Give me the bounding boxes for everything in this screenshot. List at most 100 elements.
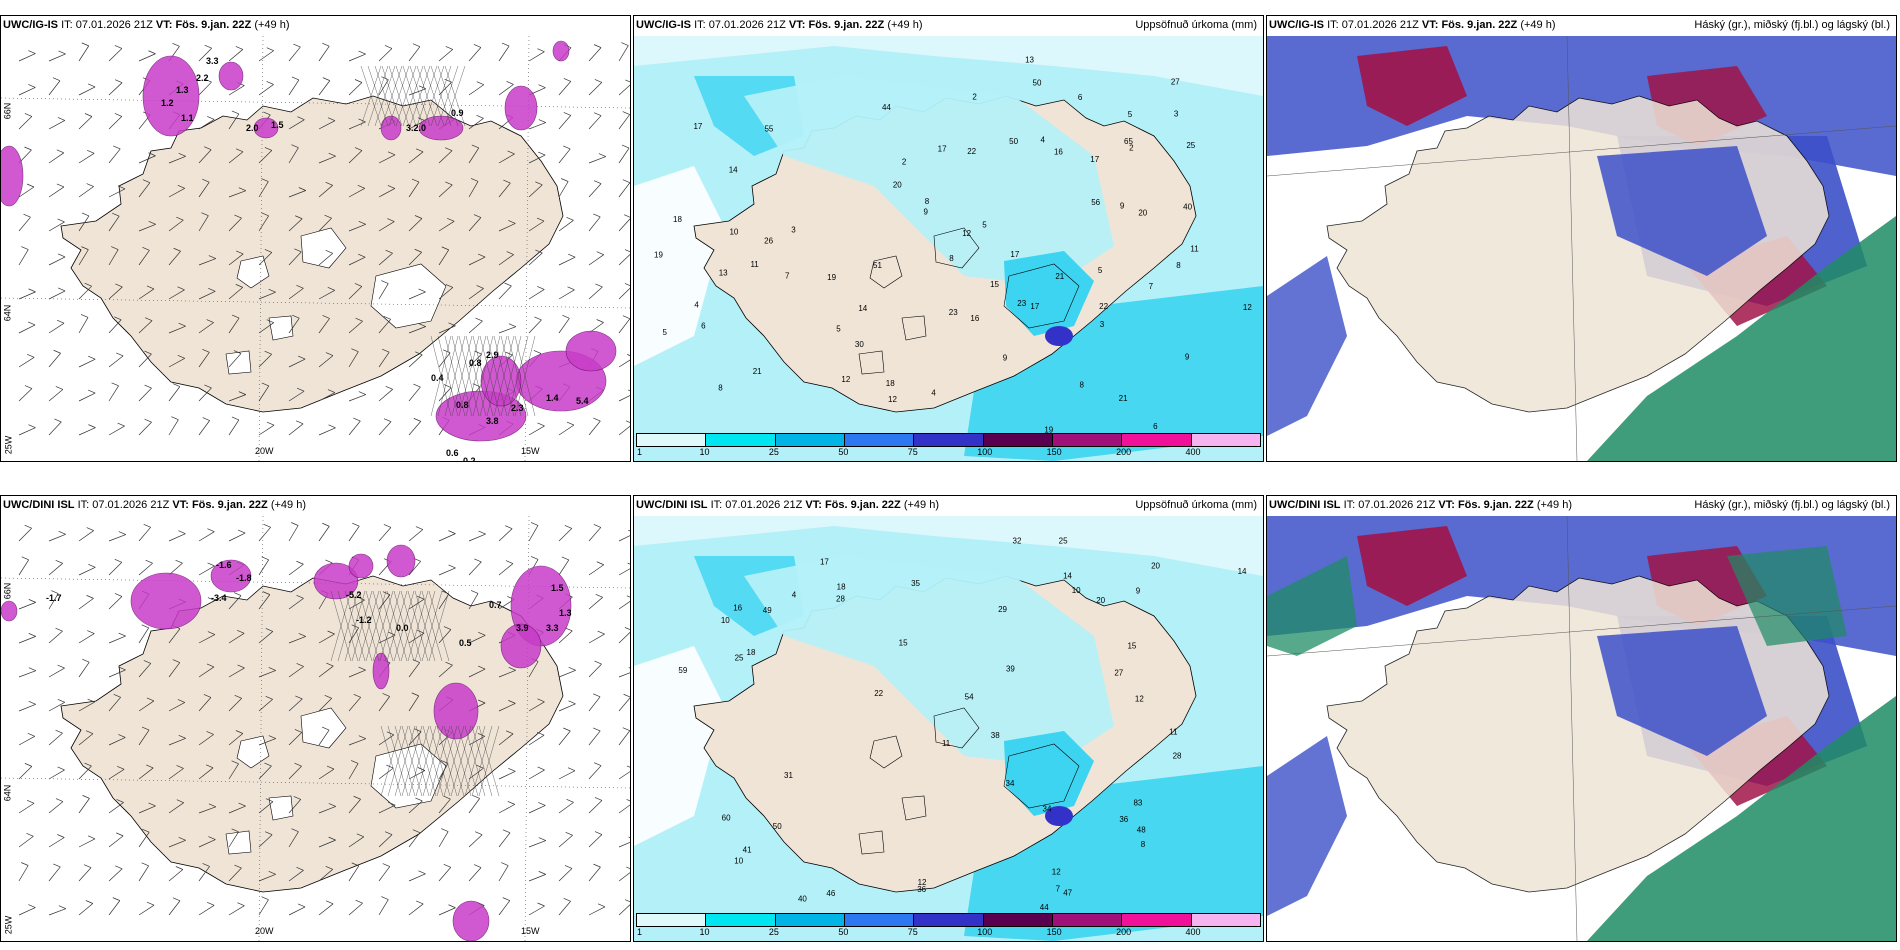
panel-title: Háský (gr.), miðský (fj.bl.) og lágský (… (1694, 19, 1890, 31)
latitude-label: 64N (2, 304, 13, 322)
wind-barb (408, 526, 424, 542)
wind-barb (438, 218, 455, 232)
map-clouds[interactable] (1267, 516, 1896, 941)
map-temp-wind[interactable]: -1.7 -1.6 -3.4 -1.8 -5.2 -1.2 3.3 0.7 0.5 0.0 1.5 3… (1, 516, 630, 941)
precip-amount-label: 5 (1098, 266, 1103, 275)
wind-barb (588, 693, 601, 712)
legend-swatch (637, 434, 707, 446)
wind-barb (258, 319, 274, 334)
wind-barb (138, 862, 149, 882)
wind-barb (168, 185, 185, 198)
map-precip[interactable]: 6 11 23 17 9 14 21 19 17 17 16 21 30 44 17 6 5 12 18 8 27 22 9… (634, 36, 1263, 461)
precip-amount-label: 18 (673, 215, 682, 224)
snow-area (386, 544, 416, 578)
wind-barb (468, 631, 486, 644)
wind-barb (78, 527, 94, 542)
legend-swatch (1191, 914, 1260, 926)
precip-amount-label: 34 (1043, 805, 1052, 814)
wind-barb (168, 416, 179, 436)
wind-barb (198, 287, 216, 300)
wind-barb (108, 832, 124, 848)
wind-barb (558, 666, 576, 678)
precip-amount-label: 8 (949, 254, 954, 263)
wind-barb (618, 111, 630, 130)
wind-barb (468, 665, 486, 678)
graticule-line (258, 36, 264, 461)
precip-amount-label: 21 (1055, 272, 1064, 281)
wind-barb (258, 523, 271, 542)
precip-amount-label: 25 (1059, 536, 1068, 545)
wind-barb (48, 699, 65, 712)
wind-barb (468, 764, 484, 780)
precip-amount-label: 10 (734, 856, 743, 865)
precip-amount-label: 59 (678, 666, 687, 675)
wind-barb (408, 383, 421, 402)
wind-barb (618, 529, 630, 542)
precip-amount-label: 11 (1190, 244, 1199, 253)
wind-barb (288, 762, 302, 780)
legend-tick-label: 150 (1046, 447, 1062, 457)
wind-barb (198, 562, 215, 576)
wind-barb (78, 900, 94, 916)
wind-barb (438, 864, 452, 882)
legend-swatch (844, 434, 915, 446)
wind-barb (348, 735, 366, 746)
legend-swatch (1122, 434, 1192, 446)
wind-barb (348, 221, 366, 232)
wind-barb (78, 564, 96, 576)
wind-barb (618, 283, 630, 300)
snow-area (1, 145, 24, 207)
temperature-label: 1.5 (271, 120, 284, 130)
wind-barb (168, 153, 186, 164)
wind-barb (228, 284, 243, 300)
wind-barb (588, 251, 604, 266)
precip-amount-label: 17 (820, 557, 829, 566)
wind-barb (498, 179, 511, 198)
wind-barb (468, 285, 484, 300)
wind-barb (498, 829, 511, 848)
hatched-area (380, 725, 500, 797)
wind-barb (108, 113, 123, 130)
wind-barb (408, 248, 422, 266)
wind-barb (288, 729, 303, 746)
wind-barb (168, 383, 181, 402)
precip-amount-label: 5 (1128, 110, 1133, 119)
map-temp-wind[interactable]: 3.3 2.2 1.3 1.2 1.1 2.0 1.5 3.2.0 0.9 0.4 5.4 0.8 1.… (1, 36, 630, 461)
precip-amount-label: 14 (1238, 567, 1247, 576)
wind-barb (168, 897, 181, 916)
wind-barb (348, 50, 366, 62)
precip-amount-label: 50 (1009, 137, 1018, 146)
wind-barb (198, 348, 210, 368)
wind-barb (78, 630, 95, 644)
temperature-label: -3.4 (211, 593, 227, 603)
precip-amount-label: 12 (962, 229, 971, 238)
panel-title: Uppsöfnuð úrkoma (mm) (1135, 499, 1257, 511)
glacier-outline (858, 350, 885, 375)
wind-barb (228, 214, 242, 232)
wind-barb (528, 871, 546, 882)
wind-barb (558, 799, 574, 814)
graticule-line (524, 516, 530, 941)
wind-barb (468, 558, 482, 576)
snow-area (130, 572, 202, 630)
wind-barb (378, 45, 393, 62)
wind-barb (618, 562, 630, 576)
legend-swatch (775, 434, 845, 446)
temperature-label: 3.3 (206, 56, 219, 66)
wind-barb (228, 802, 246, 814)
panel-dini-precip: UWC/DINI ISL IT: 07.01.2026 21Z VT: Fös.… (633, 495, 1264, 942)
hatched-area (430, 335, 536, 417)
high-cloud-area (1587, 216, 1896, 461)
legend-tick-label: 25 (768, 447, 779, 457)
precip-amount-label: 28 (836, 595, 845, 604)
wind-barb (318, 389, 336, 402)
map-precip[interactable]: 17 15 7 10 9 10 8 11 14 20 41 25 31 25 12 38 27 18 16 15 32 4… (634, 516, 1263, 941)
wind-barb (618, 866, 630, 882)
wind-barb (258, 288, 276, 300)
wind-barb (618, 595, 630, 610)
wind-barb (408, 215, 423, 232)
wind-barb (78, 762, 92, 780)
wind-barb (18, 288, 36, 300)
wind-barb (258, 695, 273, 712)
map-clouds[interactable] (1267, 36, 1896, 461)
